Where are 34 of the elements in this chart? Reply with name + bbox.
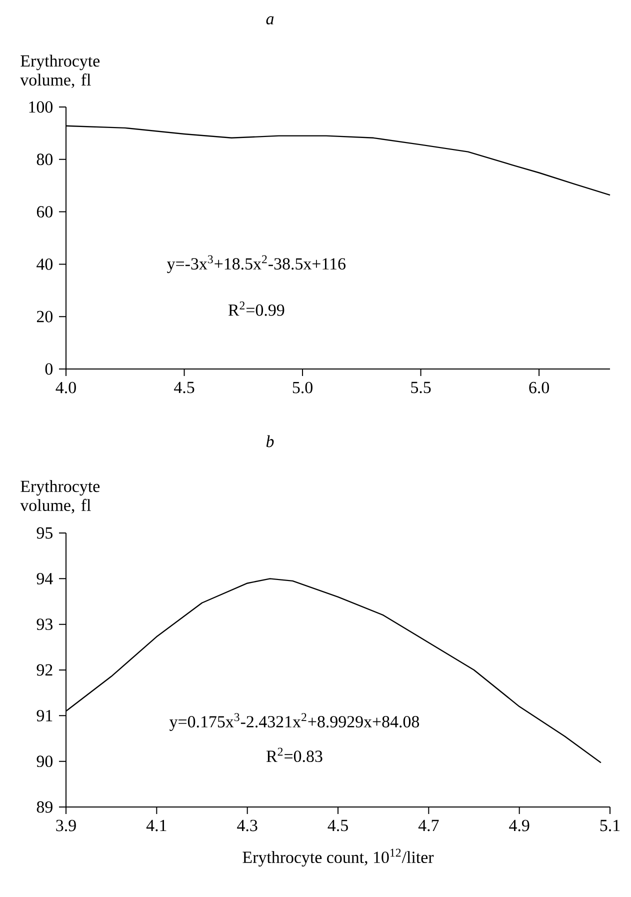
x-tick-label: 3.9	[56, 820, 76, 832]
y-tick-label: 40	[36, 258, 53, 270]
x-tick-label: 6.0	[529, 382, 549, 394]
y-tick-label: 100	[29, 101, 53, 113]
x-tick-label: 4.9	[509, 820, 530, 832]
x-axis-title: Erythrocyte count, 10$^{12}$/liter	[242, 848, 434, 867]
x-tick-label: 4.7	[418, 820, 439, 832]
annotation: R$^{2}$=0.83	[266, 748, 322, 762]
x-tick-label: 5.5	[411, 382, 431, 394]
y-tick-label: 80	[36, 154, 53, 166]
y-tick-label: 92	[36, 664, 52, 676]
x-tick-label: 4.1	[146, 820, 166, 832]
x-tick-label: 4.5	[174, 382, 194, 394]
y-tick-label: 60	[36, 206, 53, 218]
chart-title: a	[266, 16, 274, 24]
y-tick-label: 20	[36, 310, 53, 322]
x-tick-label: 4.5	[328, 820, 348, 832]
annotation: R$^{2}$=0.99	[228, 302, 284, 316]
x-tick-label: 5.1	[600, 820, 620, 832]
x-tick-label: 4.0	[56, 382, 76, 394]
y-tick-label: 94	[36, 572, 53, 584]
x-tick-label: 4.3	[237, 820, 258, 832]
y-tick-label: 95	[36, 527, 52, 539]
y-axis-title: Erythrocyte volume, fl	[20, 54, 100, 88]
y-axis-title: Erythrocyte volume, fl	[20, 480, 100, 514]
y-tick-label: 90	[36, 756, 53, 768]
chart-title: b	[266, 435, 274, 448]
y-tick-label: 93	[36, 618, 52, 630]
y-tick-label: 91	[36, 710, 52, 722]
y-tick-label: 89	[36, 801, 52, 813]
annotation: y=-3x$^{3}$+18.5x$^{2}$-38.5x+116	[167, 255, 346, 274]
x-tick-label: 5.0	[292, 382, 312, 394]
annotation: y=0.175x$^{3}$-2.4321x$^{2}$+8.9929x+84.08	[169, 713, 420, 731]
y-tick-label: 0	[45, 363, 53, 375]
